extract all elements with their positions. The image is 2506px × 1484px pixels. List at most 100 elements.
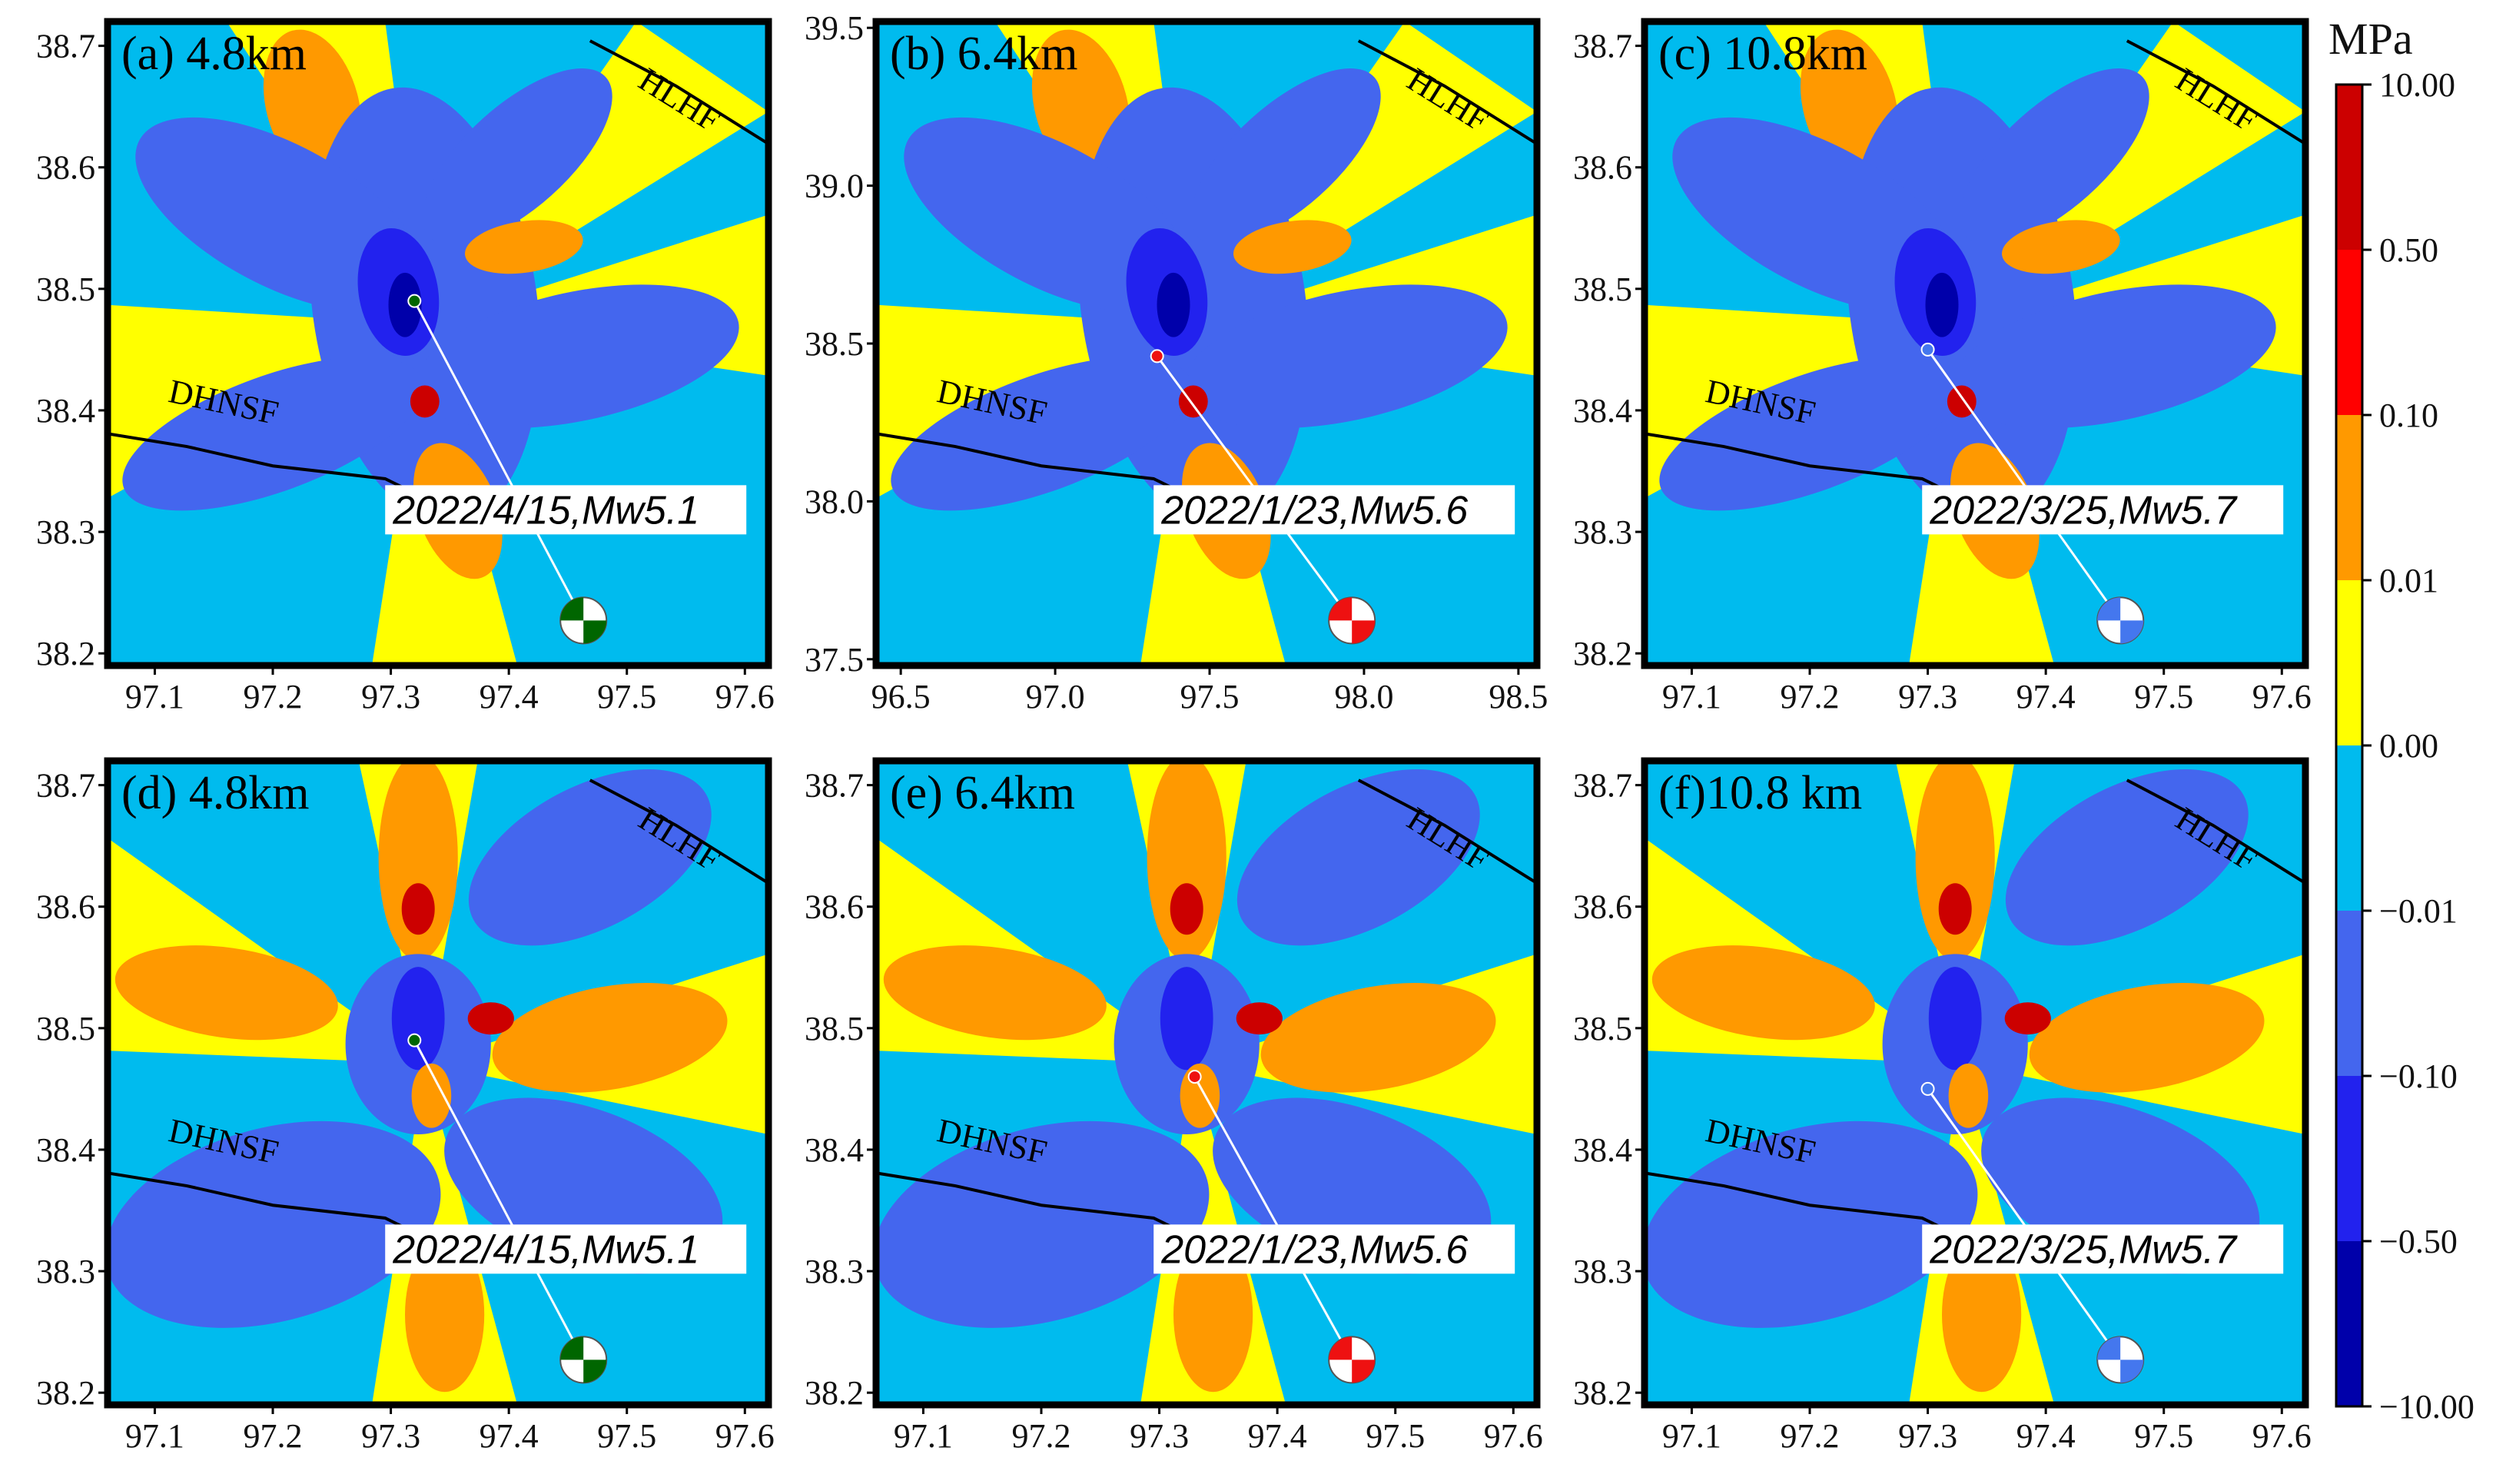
y-tick-label: 38.5: [36, 271, 95, 308]
leader-line: [413, 300, 585, 622]
y-tick-label: 38.6: [1573, 888, 1632, 926]
colorbar-segment: [2336, 85, 2362, 251]
stress-lobe-lblue: [1190, 68, 1381, 245]
event-label-box: [1153, 485, 1515, 535]
y-tick-label: 38.3: [805, 1253, 864, 1290]
x-tick-label: 97.6: [2252, 678, 2312, 715]
x-tick-label: 97.3: [361, 1417, 420, 1455]
stress-lobe-orange: [1948, 1063, 1989, 1128]
x-tick-label: 97.3: [361, 678, 420, 715]
y-tick-label: 38.2: [1573, 635, 1632, 672]
x-tick-label: 97.6: [715, 678, 775, 715]
colorbar-label: −0.50: [2379, 1223, 2458, 1260]
stress-lobe-orange: [1147, 761, 1226, 961]
plot-frame: [1641, 18, 2309, 669]
y-tick-label: 38.4: [1573, 1131, 1632, 1169]
panel-title: (c) 10.8km: [1658, 28, 1867, 80]
stress-lobe-lblue: [108, 1120, 441, 1328]
colorbar-label: 0.01: [2379, 562, 2438, 599]
y-tick-label: 38.2: [36, 635, 95, 672]
y-tick-label: 38.5: [805, 1010, 864, 1047]
event-label-box: [385, 485, 747, 535]
stress-lobe-dblue: [1925, 272, 1959, 337]
stress-lobe-red: [401, 883, 435, 935]
y-tick-label: 38.5: [36, 1010, 95, 1047]
fault-dhnsf: [108, 432, 413, 493]
beachball-quadrant: [2120, 1360, 2144, 1383]
x-tick-label: 97.1: [894, 1417, 953, 1455]
stress-lobe-blue: [1928, 967, 1982, 1071]
event-label: 2022/4/15,Mw5.1: [392, 1227, 699, 1272]
stress-lobe-red: [2004, 1002, 2051, 1035]
y-tick-label: 38.3: [1573, 1253, 1632, 1290]
fault-dhnsf: [876, 432, 1181, 493]
y-tick-label: 38.6: [36, 149, 95, 187]
x-tick-label: 97.5: [2134, 1417, 2193, 1455]
x-tick-label: 97.2: [244, 1417, 303, 1455]
x-tick-label: 97.5: [1366, 1417, 1425, 1455]
panel-title: (d) 4.8km: [121, 767, 310, 819]
x-tick-label: 97.6: [715, 1417, 775, 1455]
beachball-quadrant: [583, 620, 607, 644]
stress-lobe-lblue: [1951, 284, 2276, 429]
beachball-quadrant: [2120, 620, 2144, 644]
stress-lobe-lblue: [876, 1120, 1210, 1328]
stress-lobe-red: [1938, 883, 1972, 935]
colorbar-segment: [2336, 911, 2362, 1077]
colorbar-segment: [2336, 415, 2362, 581]
x-tick-label: 97.4: [2016, 1417, 2076, 1455]
stress-lobe-red: [1170, 883, 1203, 935]
colorbar-unit: MPa: [2328, 14, 2413, 64]
y-tick-label: 38.6: [805, 888, 864, 926]
x-tick-label: 97.2: [1781, 1417, 1840, 1455]
x-tick-label: 97.6: [2252, 1417, 2312, 1455]
y-tick-label: 38.7: [36, 28, 95, 65]
event-label: 2022/3/25,Mw5.7: [1929, 488, 2238, 533]
stress-lobe-lblue: [122, 357, 423, 511]
x-tick-label: 97.5: [2134, 678, 2193, 715]
epicenter-marker: [1150, 349, 1164, 364]
x-tick-label: 97.2: [244, 678, 303, 715]
x-tick-label: 97.4: [2016, 678, 2076, 715]
beachball-quadrant: [1352, 1360, 1376, 1383]
y-tick-label: 38.3: [36, 1253, 95, 1290]
y-tick-label: 38.7: [805, 767, 864, 805]
y-tick-label: 38.7: [1573, 28, 1632, 65]
beachball-quadrant: [560, 597, 584, 621]
y-tick-label: 38.5: [1573, 271, 1632, 308]
colorbar-label: −0.01: [2379, 892, 2458, 930]
x-tick-label: 97.1: [125, 678, 184, 715]
stress-lobe-orange: [378, 761, 458, 961]
stress-lobe-lblue: [1959, 68, 2149, 245]
y-tick-label: 38.3: [36, 513, 95, 551]
epicenter-marker: [407, 294, 422, 308]
stress-lobe-dblue: [1157, 272, 1190, 337]
event-label: 2022/4/15,Mw5.1: [392, 488, 699, 533]
stress-lobe-orange: [411, 1063, 452, 1128]
stress-lobe-blue: [391, 967, 445, 1071]
y-tick-label: 38.6: [1573, 149, 1632, 187]
event-label: 2022/3/25,Mw5.7: [1929, 1227, 2238, 1272]
y-tick-label: 38.6: [36, 888, 95, 926]
colorbar-segment: [2336, 250, 2362, 416]
y-tick-label: 38.3: [1573, 513, 1632, 551]
event-label: 2022/1/23,Mw5.6: [1160, 488, 1468, 533]
plot-frame: [104, 757, 772, 1409]
fault-hlhf: [589, 779, 768, 885]
beachball-quadrant: [1329, 1336, 1353, 1360]
stress-lobe-orange: [1651, 945, 1875, 1041]
event-label: 2022/1/23,Mw5.6: [1160, 1227, 1468, 1272]
colorbar-label: −10.00: [2379, 1388, 2474, 1426]
fault-dhnsf: [876, 1171, 1181, 1233]
stress-lobe-lblue: [904, 117, 1192, 312]
y-tick-label: 38.2: [36, 1374, 95, 1412]
stress-lobe-orange: [1915, 761, 1995, 961]
colorbar-label: −0.10: [2379, 1057, 2458, 1095]
y-tick-label: 38.5: [1573, 1010, 1632, 1047]
